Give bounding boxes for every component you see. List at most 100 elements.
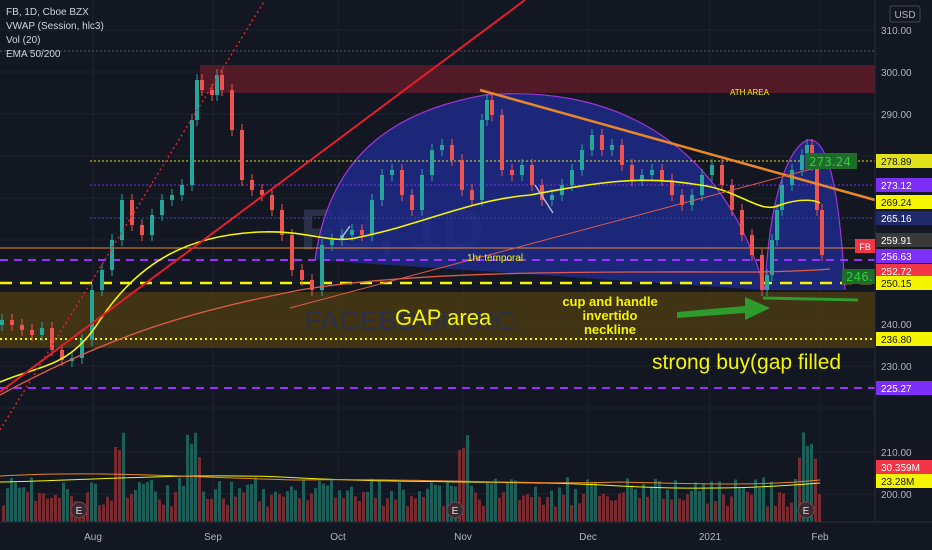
earnings-icon[interactable] [446,501,464,519]
volume-bar [226,504,229,522]
indicator-volume[interactable]: Vol (20) [6,35,40,46]
volume-bar [286,491,289,522]
volume-bar [462,448,465,522]
volume-bar [346,490,349,522]
volume-bar [350,486,353,522]
volume-bar [106,496,109,522]
candle-body [380,175,384,200]
channel-line [289,159,846,309]
volume-bar [146,481,149,522]
volume-bar [818,494,821,522]
volume-bar [518,500,521,522]
volume-bar [662,498,665,522]
volume-bar [474,492,477,522]
price-tick: 300.00 [881,68,912,79]
target-label: 273.24 [809,155,851,169]
price-label: 30.359M [881,463,920,474]
earnings-marker[interactable]: E [70,501,88,519]
candle-body [485,100,489,120]
currency-button[interactable] [889,5,921,23]
volume-bar [386,498,389,522]
volume-bar [314,488,317,522]
candle-body [350,230,354,235]
volume-bar [554,506,557,522]
volume-bar [798,457,801,522]
volume-bar [42,493,45,522]
volume-bar [522,495,525,522]
earnings-label: E [76,506,83,517]
volume-bar [722,494,725,522]
earnings-label: E [803,506,810,517]
volume-bar [602,493,605,522]
candle-body [630,165,634,180]
symbol-title[interactable]: FB, 1D, Cboe BZX [6,7,89,18]
price-label-box [876,332,932,346]
candle-body [190,120,194,185]
volume-bar [750,494,753,522]
volume-bar [550,490,553,522]
volume-bar [414,498,417,522]
volume-bar [410,495,413,522]
cup-outline [314,93,766,291]
volume-bar [678,498,681,522]
candle-body [260,190,264,195]
volume-bar [306,500,309,522]
volume-bar [426,488,429,522]
earnings-marker[interactable]: E [797,501,815,519]
volume-bar [170,506,173,522]
volume-bar [598,495,601,522]
green-support-line [762,296,859,302]
volume-bar [718,481,721,522]
volume-bar [790,502,793,522]
volume-bar [254,477,257,522]
price-label: 269.24 [881,198,912,209]
volume-bar [298,498,301,522]
volume-bar [618,493,621,522]
indicator-ema[interactable]: EMA 50/200 [6,49,61,60]
price-tick: 290.00 [881,110,912,121]
candle-body [215,75,219,95]
earnings-icon[interactable] [70,501,88,519]
hr-temporal-label: 1hr temporal [467,253,523,264]
volume-bar [430,482,433,522]
volume-bar [310,493,313,522]
candle-body [620,145,624,165]
time-axis[interactable]: Aug Sep Oct Nov Dec 2021 Feb [84,532,829,543]
volume-bar [218,481,221,522]
time-tick: Dec [579,532,597,543]
candle-body [160,200,164,215]
candle-body [490,100,494,115]
volume-bar [66,489,69,522]
earnings-marker[interactable]: E [446,501,464,519]
time-tick: 2021 [699,532,722,543]
earnings-icon[interactable] [797,501,815,519]
cup-handle-label-1: cup and handle [562,294,657,309]
price-label: 250.15 [881,279,912,290]
price-label: 252.72 [881,267,912,278]
price-label: 259.91 [881,236,912,247]
volume-bar [626,478,629,522]
volume-bar [234,496,237,522]
volume-bar [194,432,197,522]
volume-bar [54,494,57,522]
candle-body [120,200,124,240]
price-axis-ticks: 310.00 300.00 290.00 240.00 230.00 210.0… [881,26,912,501]
candle-body [140,225,144,235]
volume-bar [290,486,293,522]
volume-bar [802,432,805,522]
indicator-vwap[interactable]: VWAP (Session, hlc3) [6,21,104,32]
volume-bar [342,497,345,522]
small-marker-line [534,184,554,214]
volume-bar [546,496,549,522]
candle-body [240,130,244,180]
volume-bar [562,494,565,522]
volume-bar [538,496,541,522]
volume-bar [186,434,189,522]
candle-body [430,150,434,175]
volume-ma-line [0,475,821,489]
candle-body [30,330,34,335]
chart-legend[interactable]: FB, 1D, Cboe BZX VWAP (Session, hlc3) Vo… [6,7,104,60]
volume-bar [574,488,577,522]
volume-bar [86,492,89,522]
